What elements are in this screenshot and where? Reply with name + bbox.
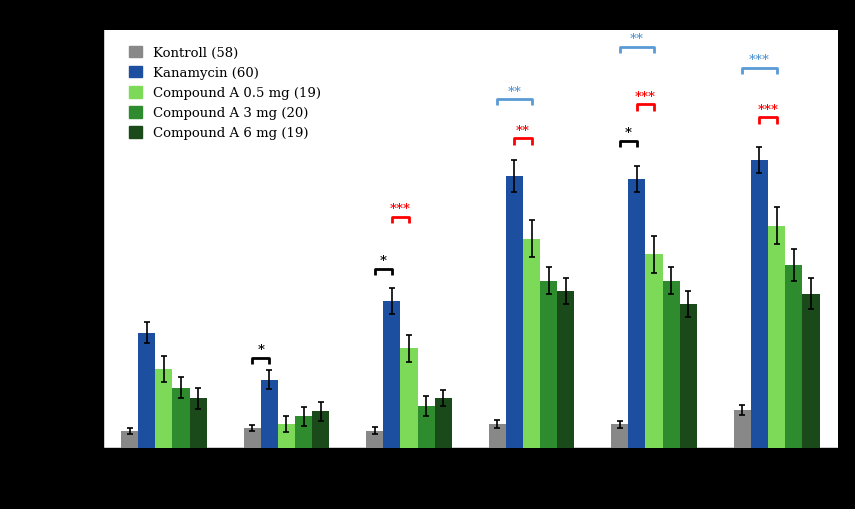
- Bar: [312, 411, 329, 448]
- Bar: [383, 302, 400, 448]
- Bar: [156, 370, 173, 448]
- Bar: [506, 177, 523, 448]
- Text: **: **: [630, 33, 644, 46]
- Text: ***: ***: [749, 54, 770, 67]
- Bar: [121, 431, 139, 448]
- Bar: [557, 291, 575, 448]
- Bar: [802, 294, 819, 448]
- Bar: [488, 425, 506, 448]
- Text: **: **: [507, 86, 522, 98]
- Bar: [734, 410, 751, 448]
- Bar: [417, 406, 434, 448]
- Text: ***: ***: [758, 104, 779, 117]
- Text: *: *: [625, 127, 632, 140]
- Bar: [663, 281, 680, 448]
- Bar: [611, 425, 628, 448]
- Bar: [628, 179, 646, 448]
- Bar: [751, 161, 768, 448]
- Bar: [173, 388, 190, 448]
- Bar: [680, 304, 697, 448]
- Bar: [366, 431, 383, 448]
- Bar: [278, 425, 295, 448]
- Bar: [785, 265, 802, 448]
- Text: *: *: [380, 255, 386, 268]
- Text: ***: ***: [390, 203, 411, 216]
- Text: **: **: [516, 125, 530, 137]
- Text: ***: ***: [635, 91, 656, 104]
- Bar: [646, 255, 663, 448]
- Y-axis label: Hallásküszöb eltolódás (dB): Hallásküszöb eltolódás (dB): [50, 120, 64, 359]
- Bar: [540, 281, 557, 448]
- Bar: [244, 428, 261, 448]
- Bar: [139, 333, 156, 448]
- Legend: Kontroll (58), Kanamycin (60), Compound A 0.5 mg (19), Compound A 3 mg (20), Com: Kontroll (58), Kanamycin (60), Compound …: [124, 41, 327, 145]
- Bar: [768, 226, 785, 448]
- Bar: [190, 399, 207, 448]
- Bar: [295, 416, 312, 448]
- Bar: [400, 349, 417, 448]
- Text: *: *: [257, 344, 264, 357]
- Bar: [434, 399, 452, 448]
- Bar: [523, 239, 540, 448]
- Bar: [261, 380, 278, 448]
